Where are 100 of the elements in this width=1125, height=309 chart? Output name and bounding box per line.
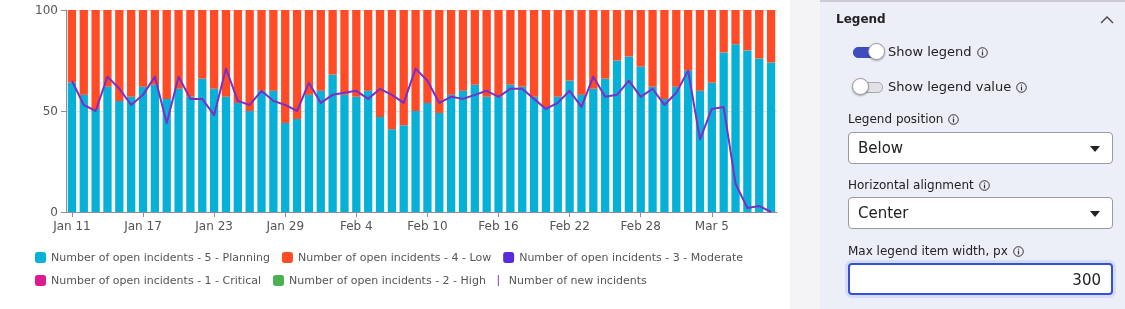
bar: [435, 10, 444, 114]
x-tick-label: Feb 10: [407, 219, 448, 233]
bar: [612, 60, 622, 212]
bar: [138, 86, 148, 212]
legend-label: Number of open incidents - 1 - Critical: [51, 274, 262, 287]
bar: [67, 10, 77, 83]
text: Center: [858, 204, 909, 222]
bar: [328, 10, 337, 75]
bar: [399, 125, 408, 212]
x-tick-label: Mar 5: [694, 219, 729, 233]
x-tick-label: Jan 23: [194, 219, 233, 233]
bar: [316, 10, 325, 91]
bar: [162, 98, 171, 212]
bar: [127, 10, 136, 97]
text: Show legend value: [888, 79, 1013, 94]
bar: [683, 70, 693, 212]
bar: [755, 58, 764, 212]
bar: [731, 10, 740, 45]
legend-label: Number of new incidents: [508, 274, 647, 287]
text: Max legend item width, px: [848, 244, 1009, 258]
bar: [707, 82, 716, 212]
bar: [174, 10, 183, 89]
x-tick-label: Feb 22: [549, 219, 590, 233]
bar: [541, 106, 551, 212]
bar: [541, 10, 551, 107]
bar: [257, 90, 266, 212]
bar: [660, 98, 669, 212]
bar: [683, 10, 693, 71]
bar: [731, 44, 740, 212]
bar: [518, 10, 527, 87]
bar: [589, 88, 598, 212]
bar: [470, 84, 479, 212]
text: Horizontal alignment: [848, 178, 975, 192]
bar: [257, 10, 266, 91]
bar: [719, 52, 728, 212]
bar: [233, 102, 242, 212]
bar: [150, 10, 160, 85]
bar: [672, 86, 681, 212]
bar: [458, 90, 468, 212]
bar: [186, 10, 195, 97]
bar: [648, 10, 657, 87]
bar: [565, 80, 574, 212]
bar: [79, 10, 88, 95]
bar: [103, 10, 112, 87]
bar: [707, 10, 716, 83]
bar: [423, 102, 432, 212]
bar: [695, 10, 705, 91]
bar: [529, 10, 539, 97]
bar: [672, 10, 681, 87]
bar: [660, 10, 669, 99]
text: Legend position: [848, 112, 945, 126]
bar: [198, 10, 207, 79]
bar: [529, 96, 539, 212]
bar: [399, 10, 408, 126]
bar: [446, 94, 456, 212]
text: Show legend: [888, 44, 973, 59]
bar: [518, 86, 527, 212]
bar: [435, 113, 444, 212]
bar: [67, 82, 77, 212]
bar: [446, 10, 456, 95]
bar: [766, 62, 776, 212]
bar: [411, 10, 420, 111]
text: Below: [858, 139, 904, 157]
bar: [482, 10, 491, 97]
bar: [221, 96, 231, 212]
bar: [411, 111, 420, 212]
x-tick-label: Feb 4: [339, 219, 373, 233]
bar: [494, 96, 503, 212]
bar: [233, 10, 242, 103]
bar: [755, 10, 764, 59]
x-tick-label: Jan 11: [52, 219, 91, 233]
bar: [304, 94, 314, 212]
bar: [269, 10, 278, 91]
bar: [624, 56, 634, 212]
bar: [304, 10, 314, 95]
y-tick-label: 0: [50, 205, 58, 219]
x-tick-label: Jan 29: [265, 219, 305, 233]
bar: [482, 96, 491, 212]
bar: [138, 10, 148, 87]
bar: [115, 10, 124, 101]
bar: [565, 10, 574, 81]
bar: [198, 78, 207, 212]
y-tick-label: 100: [35, 3, 58, 17]
bar: [340, 10, 349, 95]
bar: [743, 10, 752, 51]
bar: [115, 100, 124, 212]
bar: [281, 123, 290, 212]
bar: [387, 129, 397, 212]
y-tick-label: 50: [42, 104, 58, 118]
bar: [364, 90, 373, 212]
bar: [209, 10, 219, 89]
bar: [352, 10, 361, 97]
bar: [458, 10, 468, 91]
bar: [316, 90, 325, 212]
bar: [292, 119, 302, 212]
bar: [209, 88, 219, 212]
bar: [91, 108, 100, 212]
bar: [340, 94, 349, 212]
bar: [743, 50, 752, 212]
bar: [269, 90, 278, 212]
